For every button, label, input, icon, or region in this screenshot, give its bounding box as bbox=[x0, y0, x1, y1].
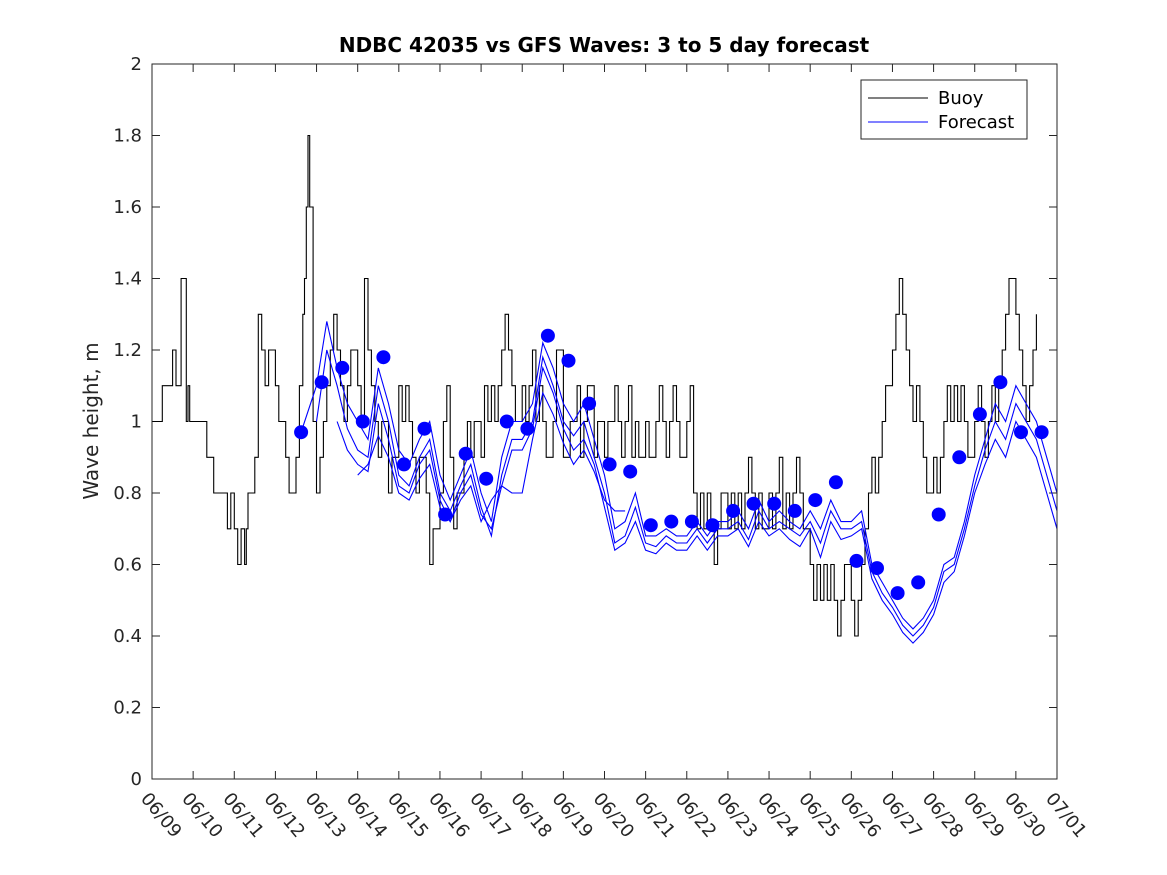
forecast-point bbox=[479, 471, 494, 486]
x-tick-label: 06/11 bbox=[218, 789, 267, 842]
forecast-point bbox=[787, 503, 802, 518]
forecast-point bbox=[890, 586, 905, 601]
y-tick-label: 0.6 bbox=[113, 555, 142, 576]
x-tick-labels: 06/0906/1006/1106/1206/1306/1406/1506/16… bbox=[136, 789, 1090, 842]
legend: Buoy Forecast bbox=[860, 79, 1028, 140]
forecast-point bbox=[746, 496, 761, 511]
x-tick-label: 06/13 bbox=[301, 789, 350, 842]
forecast-point bbox=[643, 518, 658, 533]
y-tick-label: 1.8 bbox=[113, 126, 142, 147]
x-tick-label: 06/21 bbox=[630, 789, 679, 842]
x-tick-label: 06/26 bbox=[835, 789, 884, 842]
forecast-point bbox=[870, 561, 884, 576]
forecast-run-line bbox=[300, 321, 1058, 630]
x-tick-label: 06/27 bbox=[877, 789, 926, 842]
forecast-point bbox=[1034, 425, 1049, 440]
y-tick-label: 1 bbox=[131, 412, 142, 433]
x-tick-label: 06/28 bbox=[918, 789, 967, 842]
forecast-run-line bbox=[357, 391, 626, 524]
forecast-point bbox=[808, 493, 823, 508]
x-tick-label: 06/10 bbox=[177, 789, 226, 842]
forecast-point bbox=[767, 496, 782, 511]
y-tick-label: 1.2 bbox=[113, 340, 142, 361]
y-tick-label: 0.2 bbox=[113, 698, 142, 719]
y-tick-labels: 0 0.2 0.4 0.6 0.8 1 1.2 1.4 1.6 1.8 2 bbox=[113, 54, 142, 790]
x-tick-label: 06/09 bbox=[136, 789, 185, 842]
x-tick-label: 06/12 bbox=[260, 789, 309, 842]
forecast-point bbox=[520, 421, 535, 436]
x-tick-label: 06/30 bbox=[1000, 789, 1049, 842]
x-tick-label: 06/22 bbox=[671, 789, 720, 842]
chart-title: NDBC 42035 vs GFS Waves: 3 to 5 day fore… bbox=[339, 33, 870, 57]
forecast-points bbox=[294, 328, 1049, 601]
forecast-point bbox=[397, 457, 411, 472]
forecast-point bbox=[335, 360, 350, 375]
forecast-point bbox=[1014, 425, 1028, 440]
forecast-point bbox=[499, 414, 514, 429]
forecast-point bbox=[582, 396, 597, 411]
y-tick-label: 0.4 bbox=[113, 626, 142, 647]
x-tick-label: 07/01 bbox=[1041, 789, 1090, 842]
y-tick-label: 2 bbox=[131, 54, 142, 75]
forecast-point bbox=[931, 507, 946, 522]
x-tick-label: 06/15 bbox=[383, 789, 432, 842]
forecast-point bbox=[294, 425, 309, 440]
buoy-line bbox=[152, 134, 1037, 637]
legend-label-buoy: Buoy bbox=[938, 88, 984, 109]
x-tick-label: 06/23 bbox=[712, 789, 761, 842]
x-tick-label: 06/19 bbox=[548, 789, 597, 842]
x-tick-label: 06/25 bbox=[794, 789, 843, 842]
forecast-point bbox=[314, 375, 329, 390]
forecast-point bbox=[993, 375, 1008, 390]
x-tick-label: 06/16 bbox=[424, 789, 473, 842]
x-tick-label: 06/14 bbox=[342, 789, 391, 842]
x-tick-label: 06/24 bbox=[753, 789, 802, 842]
forecast-point bbox=[972, 407, 987, 422]
forecast-point bbox=[540, 328, 555, 343]
forecast-point bbox=[438, 507, 453, 522]
forecast-point bbox=[705, 518, 720, 533]
forecast-point bbox=[355, 414, 370, 429]
forecast-point bbox=[458, 446, 473, 461]
legend-label-forecast: Forecast bbox=[938, 112, 1014, 133]
forecast-point bbox=[376, 350, 391, 365]
x-tick-label: 06/29 bbox=[959, 789, 1008, 842]
legend-box bbox=[860, 79, 1028, 140]
forecast-point bbox=[911, 575, 926, 590]
plot-frame bbox=[151, 63, 1058, 780]
forecast-point bbox=[623, 464, 638, 479]
x-tick-label: 06/20 bbox=[589, 789, 638, 842]
forecast-point bbox=[684, 514, 699, 529]
x-tick-label: 06/17 bbox=[465, 789, 514, 842]
forecast-run-line bbox=[336, 365, 1058, 644]
x-tick-label: 06/18 bbox=[506, 789, 555, 842]
forecast-point bbox=[664, 514, 679, 529]
forecast-point bbox=[602, 457, 617, 472]
forecast-point bbox=[828, 475, 843, 490]
forecast-point bbox=[726, 503, 741, 518]
forecast-point bbox=[417, 421, 432, 436]
y-tick-label: 0 bbox=[131, 769, 142, 790]
y-tick-label: 1.4 bbox=[113, 269, 142, 290]
forecast-point bbox=[849, 553, 864, 568]
forecast-point bbox=[952, 450, 967, 465]
y-tick-label: 0.8 bbox=[113, 483, 142, 504]
forecast-point bbox=[561, 353, 576, 368]
y-tick-label: 1.6 bbox=[113, 197, 142, 218]
buoy-series bbox=[152, 134, 1037, 637]
forecast-runs bbox=[300, 321, 1058, 644]
forecast-run-line bbox=[315, 349, 1058, 637]
y-axis-label: Wave height, m bbox=[79, 342, 103, 499]
